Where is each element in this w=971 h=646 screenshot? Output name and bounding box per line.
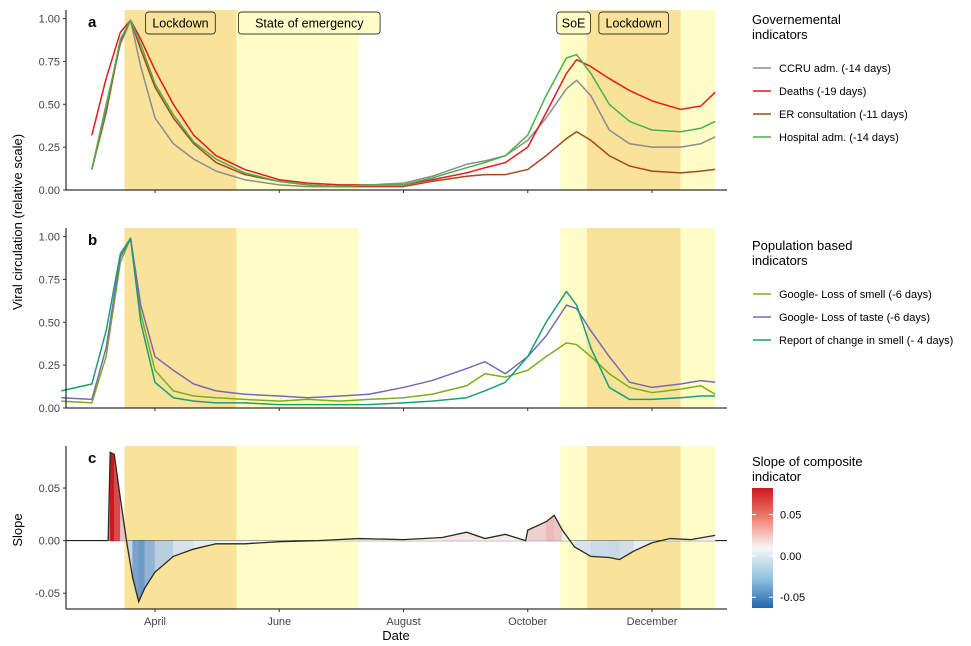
period-label-1: State of emergency: [238, 11, 381, 35]
y-axis-title-slope: Slope: [10, 513, 25, 546]
period-label-2: SoE: [556, 11, 591, 35]
y-tick-label-c: 0.00: [39, 536, 60, 548]
period-band-2-panel-a: [560, 10, 587, 190]
colorbar-label-0: 0.05: [780, 509, 801, 521]
period-label-0: Lockdown: [145, 11, 216, 35]
period-band-3-panel-b: [586, 228, 681, 408]
x-tick-label-0: April: [144, 616, 166, 628]
legend-label-a-2: ER consultation (-11 days): [779, 109, 908, 121]
legend-label-a-3: Hospital adm. (-14 days): [779, 132, 899, 144]
series-line-a-0: [91, 19, 716, 188]
legend-title-b: Population based: [752, 238, 852, 253]
slope-area-segment: [114, 454, 121, 541]
y-tick-label-a: 0.00: [39, 185, 60, 197]
legend-panel-a: Governemental indicators CCRU adm. (-14 d…: [752, 12, 908, 144]
series-line-b-0: [61, 237, 716, 404]
series-line-a-3: [91, 19, 716, 188]
series-line-a-1: [91, 19, 716, 186]
legends: Governemental indicators CCRU adm. (-14 d…: [752, 12, 953, 608]
period-band-3-panel-a: [586, 10, 681, 190]
legend-title-a: Governemental: [752, 12, 841, 27]
x-tick-label-2: August: [386, 616, 420, 628]
period-band-0-panel-a: [124, 10, 237, 190]
slope-line: [107, 451, 716, 604]
legend-title-c: Slope of composite: [752, 454, 863, 469]
period-label-text-2: SoE: [562, 17, 586, 31]
legend-label-b-1: Google- Loss of taste (-6 days): [779, 312, 930, 324]
series-line-a-2: [91, 19, 716, 188]
period-band-1-panel-c: [236, 446, 359, 609]
legend-label-b-2: Report of change in smell (- 4 days): [779, 335, 953, 347]
period-band-4-panel-b: [680, 228, 716, 408]
axes-panel-b: b 0.00 0.25 0.50 0.75 1.00: [39, 228, 727, 415]
axes-panel-a: a 0.00 0.25 0.50 0.75 1.00: [39, 10, 727, 197]
period-label-box-3: [598, 11, 669, 35]
y-tick-label-c: 0.05: [39, 483, 60, 495]
period-shading: [124, 10, 716, 609]
panel-letter-b: b: [88, 232, 97, 249]
colorbar-label-1: 0.00: [780, 551, 801, 563]
period-label-box-1: [238, 11, 381, 35]
y-tick-label-b: 0.50: [39, 317, 60, 329]
legend-label-a-1: Deaths (-19 days): [779, 86, 866, 98]
legend-label-a-0: CCRU adm. (-14 days): [779, 63, 891, 75]
period-band-1-panel-a: [236, 10, 359, 190]
axes: a 0.00 0.25 0.50 0.75 1.00 b 0.00 0.25 0.50 0.75 1.…: [35, 10, 727, 628]
y-tick-label-b: 0.75: [39, 274, 60, 286]
period-label-text-0: Lockdown: [152, 17, 208, 31]
y-tick-label-a: 0.50: [39, 99, 60, 111]
series-panel-c: [66, 451, 727, 604]
x-tick-label-4: December: [627, 616, 678, 628]
y-axis-title-shared: Viral circulation (relative scale): [10, 134, 25, 310]
legend-title-c: indicator: [752, 469, 802, 484]
y-tick-label-a: 0.75: [39, 56, 60, 68]
slope-area-segment: [527, 521, 547, 541]
period-band-4-panel-c: [680, 446, 716, 609]
period-label-text-1: State of emergency: [255, 17, 364, 31]
series-panel-b: [61, 237, 716, 406]
legend-label-b-0: Google- Loss of smell (-6 days): [779, 289, 932, 301]
legend-panel-b: Population based indicators Google- Loss …: [752, 238, 953, 347]
x-axis-title: Date: [382, 628, 409, 643]
period-band-3-panel-c: [586, 446, 681, 609]
y-tick-label-b: 0.25: [39, 360, 60, 372]
colorbar: [752, 488, 773, 608]
y-tick-label-a: 0.25: [39, 142, 60, 154]
panel-letter-c: c: [88, 450, 96, 467]
period-label-box-2: [556, 11, 591, 35]
panels: [61, 19, 727, 604]
period-label-text-3: Lockdown: [606, 17, 662, 31]
period-band-2-panel-c: [560, 446, 587, 609]
series-panel-a: [91, 19, 716, 188]
period-band-0-panel-b: [124, 228, 237, 408]
x-tick-label-1: June: [267, 616, 291, 628]
period-label-box-0: [145, 11, 216, 35]
legend-title-a: indicators: [752, 27, 808, 42]
y-tick-label-b: 1.00: [39, 232, 60, 244]
slope-area-segment: [590, 540, 610, 558]
slope-area-segment: [608, 540, 620, 560]
y-tick-label-b: 0.00: [39, 403, 60, 415]
period-band-4-panel-a: [680, 10, 716, 190]
slope-area-segment: [109, 451, 115, 541]
y-tick-label-c: -0.05: [35, 588, 60, 600]
axes-panel-c: c -0.05 0.00 0.05: [35, 446, 727, 612]
colorbar-label-2: -0.05: [780, 592, 805, 604]
panel-letter-a: a: [88, 14, 97, 31]
period-band-1-panel-b: [236, 228, 359, 408]
series-line-b-1: [61, 237, 716, 401]
x-tick-label-3: October: [508, 616, 547, 628]
series-line-b-2: [61, 237, 716, 406]
y-tick-label-a: 1.00: [39, 14, 60, 26]
legend-panel-c: Slope of composite indicator 0.05 0.00 -0.0…: [752, 454, 863, 608]
period-label-3: Lockdown: [598, 11, 669, 35]
period-labels: Lockdown State of emergency SoE Lockdown: [145, 11, 669, 35]
legend-title-b: indicators: [752, 253, 808, 268]
